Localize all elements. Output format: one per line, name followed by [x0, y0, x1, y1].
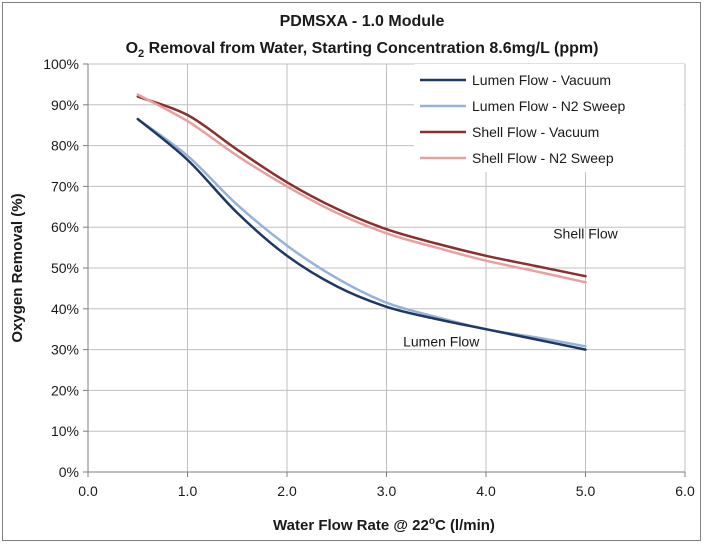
series-line-shell-flow-vacuum	[136, 95, 587, 278]
y-tick-label: 100%	[43, 56, 79, 72]
x-tick-label: 5.0	[576, 483, 596, 499]
x-axis-label-unit: C (l/min)	[435, 517, 495, 534]
chart-title-o: O	[126, 40, 138, 57]
legend-label-lumen-flow-n2-sweep: Lumen Flow - N2 Sweep	[472, 98, 626, 114]
chart-title-line2: O2 Removal from Water, Starting Concentr…	[126, 40, 599, 60]
legend-label-lumen-flow-vacuum: Lumen Flow - Vacuum	[472, 72, 611, 88]
y-tick-label: 20%	[51, 382, 79, 398]
x-tick-labels: 0.0 1.0 2.0 3.0 4.0 5.0 6.0	[78, 483, 695, 499]
annotation-lumen-flow: Lumen Flow	[403, 333, 480, 349]
y-tick-label: 30%	[51, 342, 79, 358]
axes	[83, 63, 686, 477]
y-tick-label: 50%	[51, 260, 79, 276]
series-line-shell-flow-n2-sweep	[136, 93, 587, 284]
y-tick-label: 40%	[51, 301, 79, 317]
y-tick-label: 90%	[51, 97, 79, 113]
y-tick-label: 10%	[51, 423, 79, 439]
x-tick-label: 4.0	[476, 483, 496, 499]
legend-label-shell-flow-n2-sweep: Shell Flow - N2 Sweep	[472, 150, 614, 166]
y-tick-label: 60%	[51, 219, 79, 235]
x-tick-label: 0.0	[78, 483, 98, 499]
legend: Lumen Flow - Vacuum Lumen Flow - N2 Sweep…	[420, 72, 626, 166]
annotation-shell-flow: Shell Flow	[553, 225, 618, 241]
legend-label-shell-flow-vacuum: Shell Flow - Vacuum	[472, 124, 599, 140]
x-axis-label: Water Flow Rate @ 22oC (l/min)	[273, 516, 495, 534]
y-tick-labels: 0% 10% 20% 30% 40% 50% 60% 70% 80% 90% 100%	[43, 56, 79, 480]
x-axis-label-main: Water Flow Rate @ 22	[273, 517, 429, 534]
x-tick-label: 1.0	[178, 483, 198, 499]
y-axis-label: Oxygen Removal (%)	[9, 193, 26, 342]
series-line-lumen-flow-vacuum	[136, 117, 587, 351]
legend-box	[414, 64, 684, 172]
chart-title-line1: PDMSXA - 1.0 Module	[280, 13, 445, 30]
chart-title-sub: 2	[138, 48, 144, 60]
x-axis-label-sup: o	[429, 516, 435, 527]
x-tick-label: 2.0	[277, 483, 297, 499]
chart-title-rest: Removal from Water, Starting Concentrati…	[144, 40, 598, 57]
y-tick-label: 0%	[59, 464, 79, 480]
series-lines	[136, 93, 587, 351]
y-tick-label: 70%	[51, 178, 79, 194]
y-tick-label: 80%	[51, 138, 79, 154]
x-tick-label: 6.0	[675, 483, 695, 499]
x-tick-label: 3.0	[377, 483, 397, 499]
